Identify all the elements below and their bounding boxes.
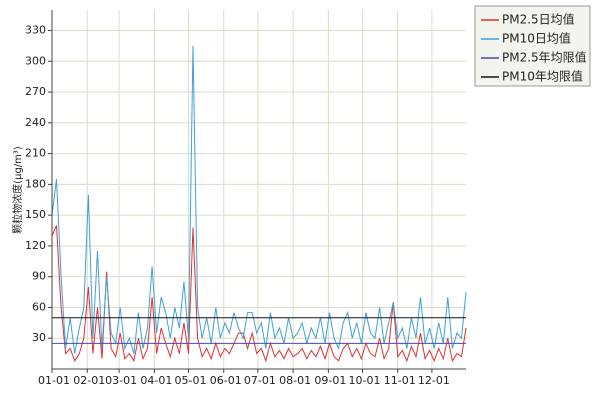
legend-label: PM10日均值 bbox=[502, 31, 571, 46]
x-tick-label: 05-01 bbox=[174, 374, 206, 387]
legend-label: PM2.5年均限值 bbox=[502, 50, 587, 65]
legend-label: PM2.5日均值 bbox=[502, 12, 575, 27]
grid bbox=[51, 10, 466, 369]
series-line bbox=[51, 225, 467, 363]
y-axis-label: 颗粒物浓度(μg/m³) bbox=[11, 146, 24, 234]
x-tick-label: 09-01 bbox=[314, 374, 346, 387]
y-tick-label: 90 bbox=[32, 270, 46, 283]
y-tick-label: 60 bbox=[32, 300, 46, 313]
marks bbox=[51, 45, 467, 363]
y-tick-label: 150 bbox=[25, 208, 46, 221]
y-tick-label: 270 bbox=[25, 85, 46, 98]
series-line bbox=[51, 45, 467, 354]
x-tick-label: 03-01 bbox=[105, 374, 137, 387]
x-tick-label: 06-01 bbox=[210, 374, 242, 387]
x-tick-label: 10-01 bbox=[349, 374, 381, 387]
y-tick-label: 330 bbox=[25, 24, 46, 37]
x-tick-label: 11-01 bbox=[384, 374, 416, 387]
legend-label: PM10年均限值 bbox=[502, 69, 583, 84]
x-tick-label: 02-01 bbox=[73, 374, 105, 387]
x-tick-label: 08-01 bbox=[279, 374, 311, 387]
y-tick-label: 210 bbox=[25, 147, 46, 160]
x-tick-label: 12-01 bbox=[418, 374, 450, 387]
y-tick-label: 240 bbox=[25, 116, 46, 129]
legend-items: PM2.5日均值 PM10日均值 PM2.5年均限值 PM10年均限值 bbox=[481, 12, 587, 84]
x-tick-label: 07-01 bbox=[244, 374, 276, 387]
y-tick-label: 180 bbox=[25, 177, 46, 190]
y-tick-label: 300 bbox=[25, 54, 46, 67]
y-tick-label: 30 bbox=[32, 331, 46, 344]
x-tick-label: 04-01 bbox=[140, 374, 172, 387]
y-tick-label: 120 bbox=[25, 239, 46, 252]
x-tick-label: 01-01 bbox=[38, 374, 70, 387]
